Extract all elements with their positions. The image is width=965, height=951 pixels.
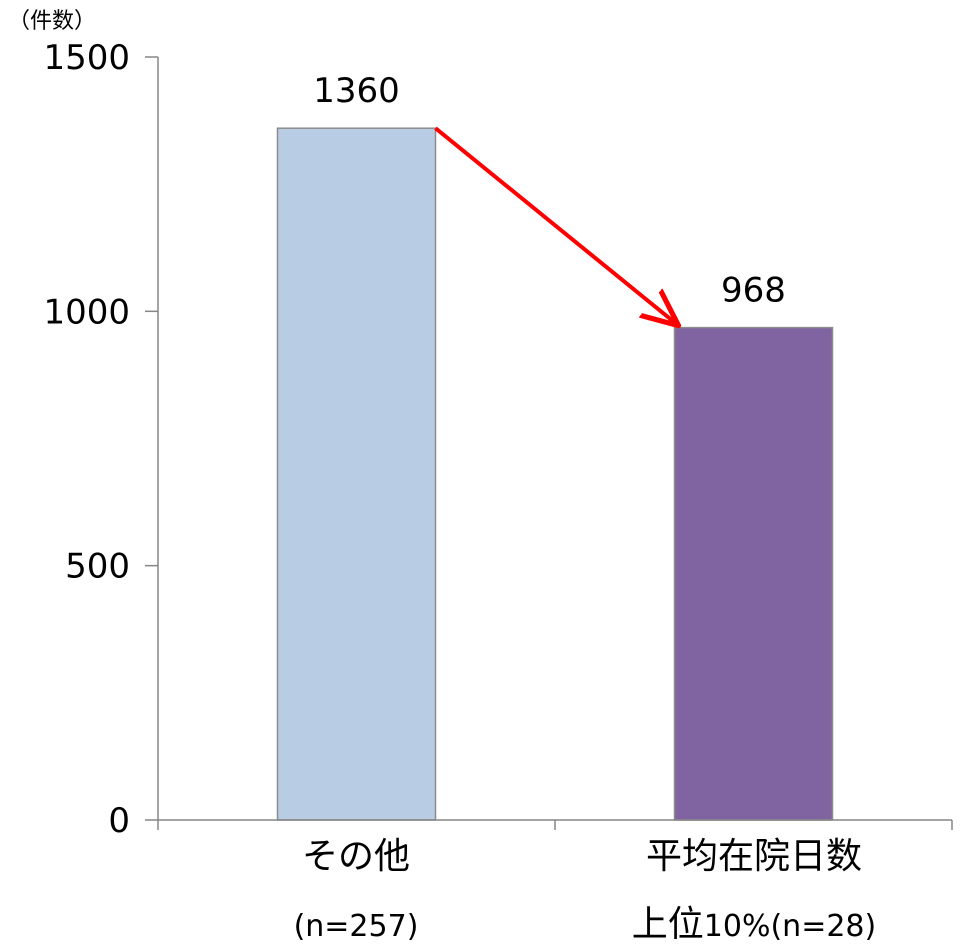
y-axis-unit-label: （件数） <box>8 9 96 34</box>
bars <box>276 127 834 821</box>
y-tick-label-0: 0 <box>108 801 130 841</box>
y-tick-label-1: 500 <box>65 547 130 587</box>
y-tick-label-2: 1000 <box>43 292 130 332</box>
trend-arrow <box>434 126 679 325</box>
category-label-1-line2-rest: 10%(n=28) <box>704 909 876 944</box>
y-tick-label-3: 1500 <box>43 38 130 78</box>
x-axis-ticks <box>157 820 953 830</box>
category-label-1-line2-prefix: 上位 <box>632 904 704 945</box>
bar-0 <box>276 127 437 821</box>
data-label-0: 1360 <box>313 71 400 111</box>
category-label-0-line2: (n=257) <box>294 909 419 944</box>
category-label-1-line2: 上位10%(n=28) <box>632 904 876 945</box>
y-axis-ticks: 0 500 1000 1500 <box>43 38 158 841</box>
bar-1 <box>673 326 834 821</box>
category-labels: その他 (n=257) 平均在院日数 上位10%(n=28) <box>294 836 877 945</box>
category-label-0-line1: その他 <box>302 836 410 877</box>
data-labels: 1360 968 <box>313 71 786 310</box>
data-label-1: 968 <box>721 271 786 311</box>
category-label-1-line1: 平均在院日数 <box>646 836 862 877</box>
